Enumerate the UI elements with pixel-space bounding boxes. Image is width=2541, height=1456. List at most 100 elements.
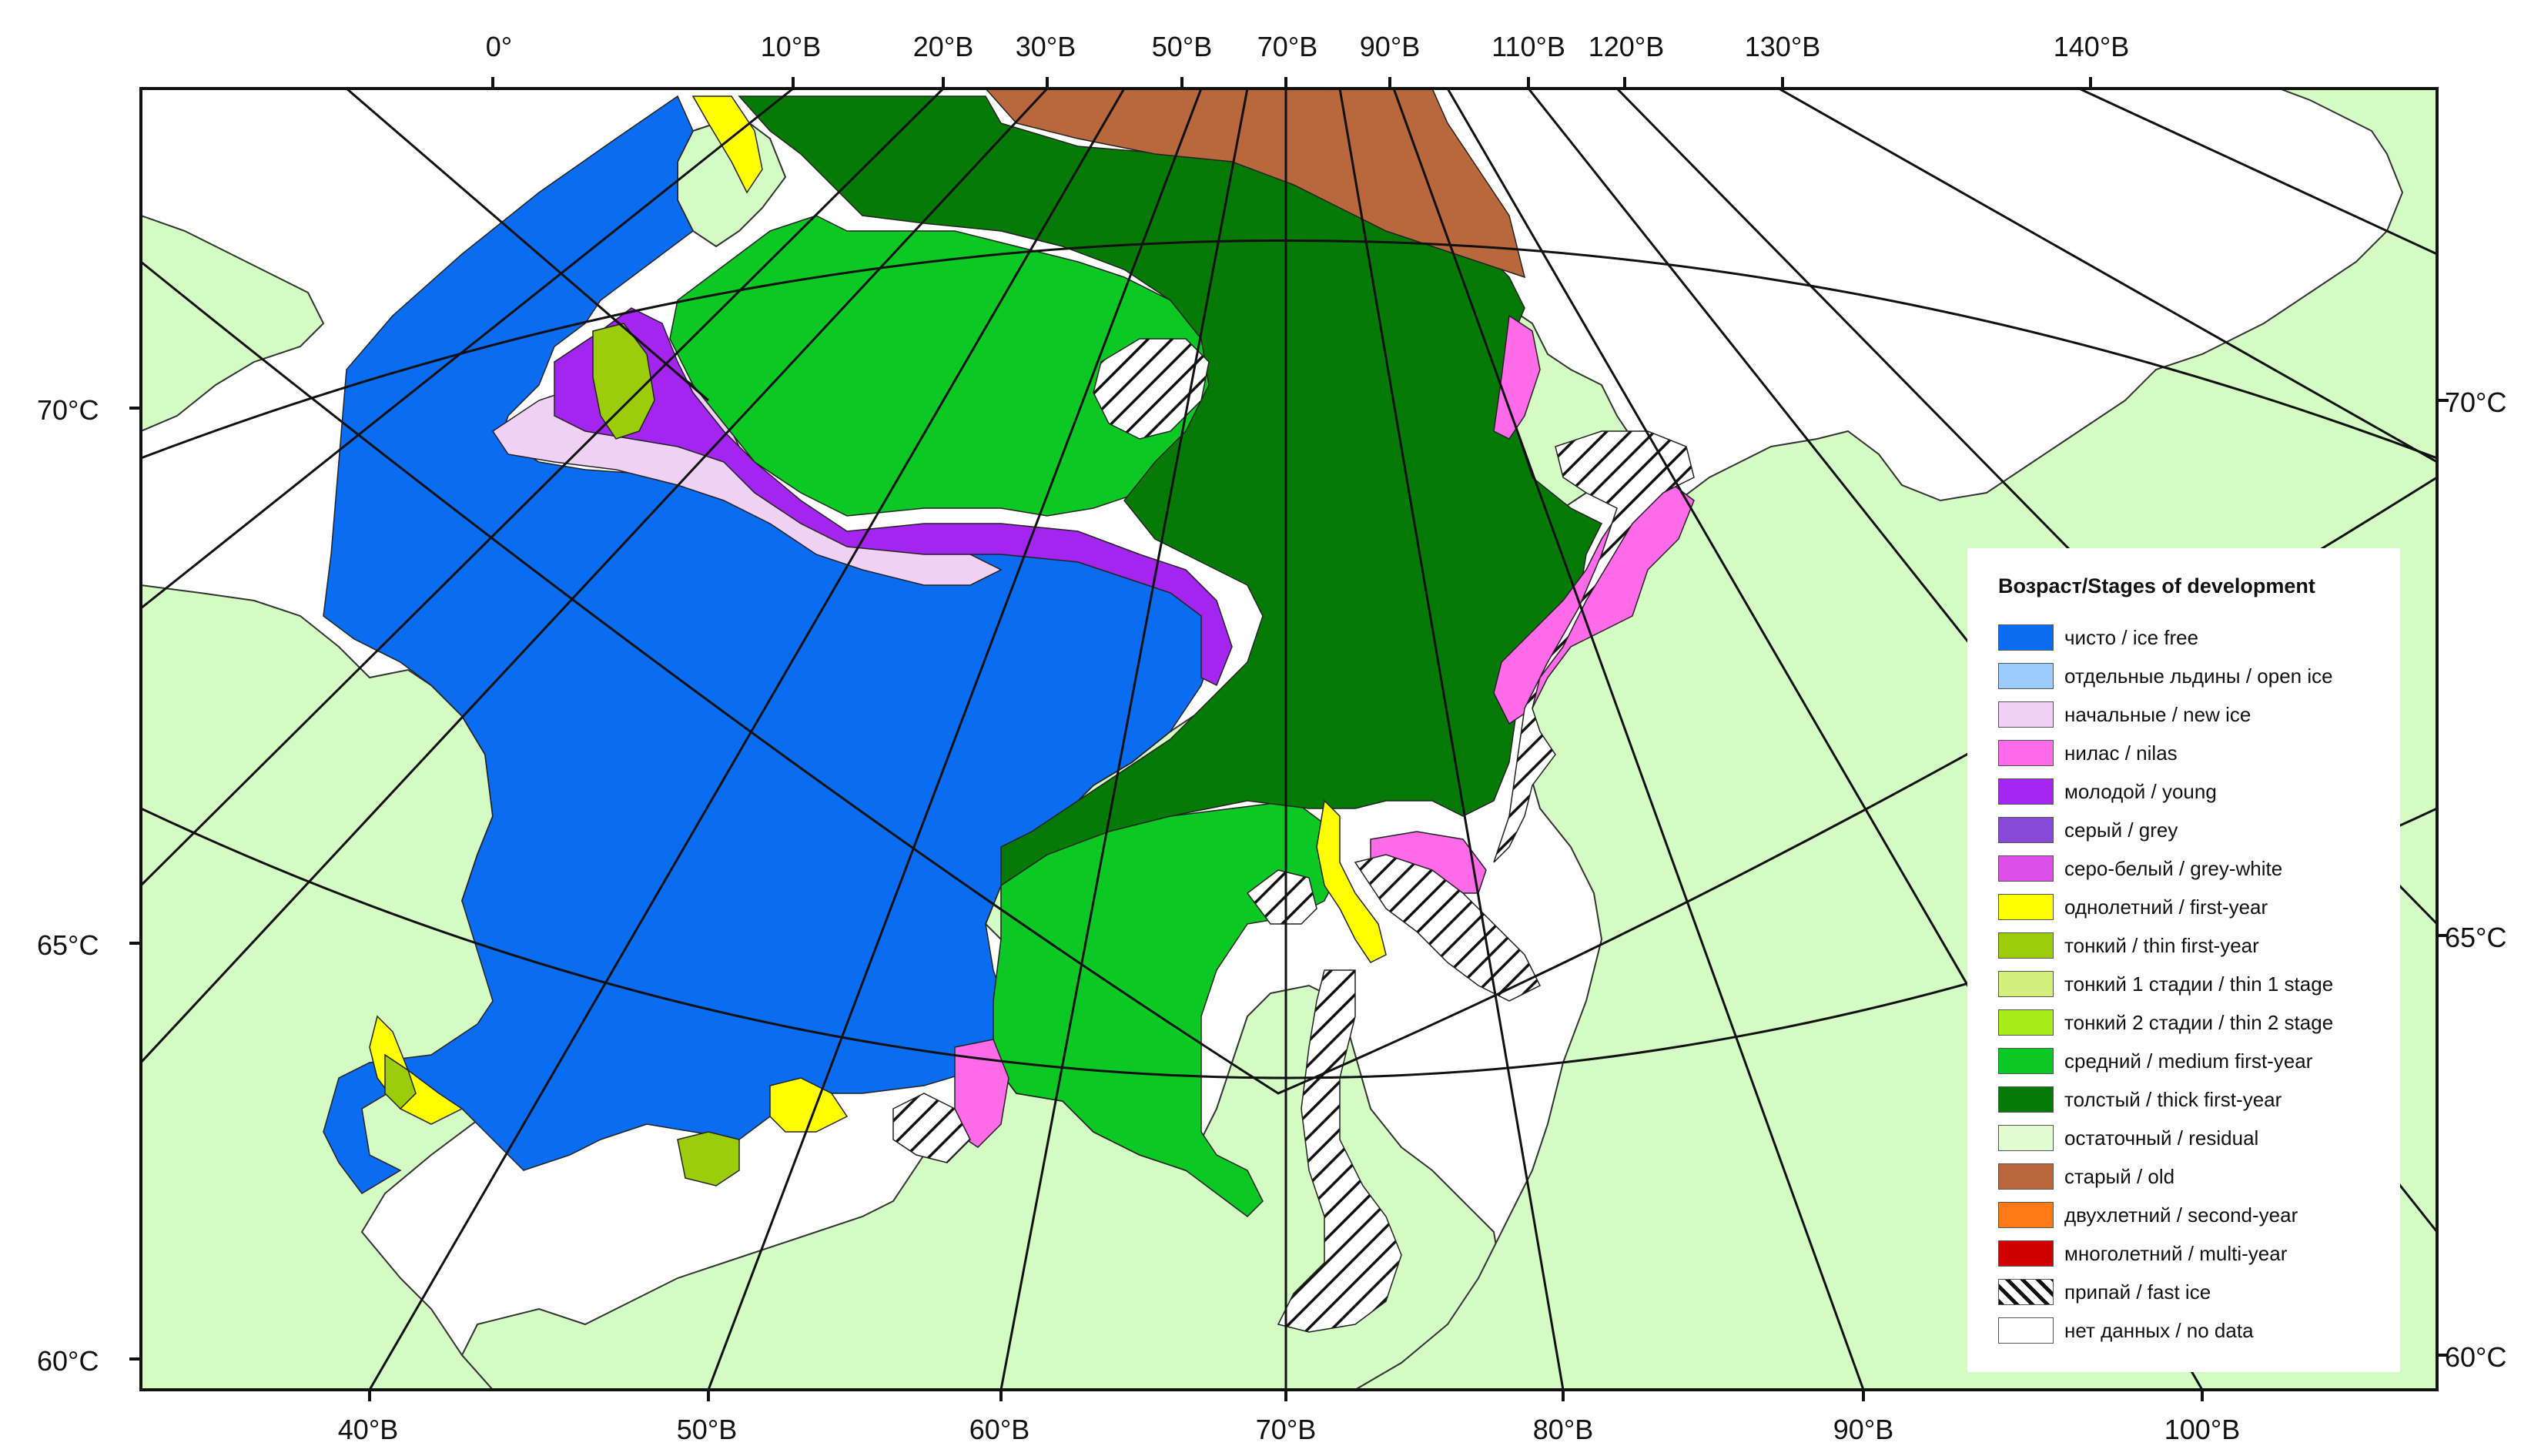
legend-label: остаточный / residual (2064, 1126, 2259, 1150)
legend-item: остаточный / residual (1998, 1119, 2382, 1157)
legend-swatch (1998, 663, 2054, 689)
medium-first-year-ice (669, 215, 1217, 517)
legend-label: серый / grey (2064, 818, 2178, 842)
legend-items: чисто / ice free отдельные льдины / open … (1998, 618, 2382, 1350)
legend-swatch (1998, 1279, 2054, 1305)
legend-item: многолетний / multi-year (1998, 1234, 2382, 1273)
legend-title: Возраст/Stages of development (1998, 574, 2315, 597)
lat-label-left: 65°С (37, 929, 99, 961)
lon-label-bottom: 80°В (1532, 1414, 1594, 1445)
legend-swatch (1998, 1125, 2054, 1151)
legend-item: отдельные льдины / open ice (1998, 657, 2382, 695)
legend-swatch (1998, 855, 2054, 882)
lon-label-top: 0° (485, 31, 513, 62)
ice-free-water (323, 95, 1217, 1194)
legend-item: тонкий 2 стадии / thin 2 stage (1998, 1003, 2382, 1042)
lon-label-bottom: 50°В (676, 1414, 738, 1445)
legend-item: тонкий / thin first-year (1998, 926, 2382, 965)
thin-first-year-ice-coast (677, 1131, 740, 1187)
lon-label-bottom: 100°В (2164, 1414, 2241, 1445)
lon-label-bottom: 60°В (969, 1414, 1030, 1445)
lon-label-bottom: 40°В (337, 1414, 399, 1445)
nilas-area-pechora (954, 1039, 1009, 1148)
legend-label: тонкий 1 стадии / thin 1 stage (2064, 972, 2334, 996)
legend-swatch (1998, 778, 2054, 805)
legend-swatch (1998, 1317, 2054, 1344)
lon-label-top: 30°В (1015, 31, 1076, 62)
legend-label: тонкий / thin first-year (2064, 933, 2259, 957)
legend-label: старый / old (2064, 1164, 2175, 1188)
legend-swatch (1998, 701, 2054, 728)
lon-label-top: 110°В (1491, 31, 1565, 62)
legend-label: толстый / thick first-year (2064, 1087, 2282, 1111)
legend-label: молодой / young (2064, 779, 2217, 803)
first-year-ice-north (691, 95, 763, 194)
legend-swatch (1998, 1009, 2054, 1036)
lon-label-top: 70°В (1257, 31, 1318, 62)
legend-swatch (1998, 1202, 2054, 1228)
legend-swatch (1998, 1086, 2054, 1113)
map-frame (139, 87, 2439, 1391)
legend-label: многолетний / multi-year (2064, 1241, 2288, 1265)
legend-item: серо-белый / grey-white (1998, 849, 2382, 888)
lat-label-right: 65°С (2445, 922, 2507, 953)
legend-item: припай / fast ice (1998, 1273, 2382, 1311)
legend-swatch (1998, 624, 2054, 651)
legend-swatch (1998, 1240, 2054, 1267)
frame-ticks (129, 77, 2449, 1401)
legend-item: молодой / young (1998, 772, 2382, 811)
parallel-70 (141, 239, 2437, 460)
legend-label: средний / medium first-year (2064, 1049, 2313, 1073)
fast-ice-kara-south (1354, 854, 1542, 1002)
lon-label-bottom: 90°В (1833, 1414, 1894, 1445)
legend-item: средний / medium first-year (1998, 1042, 2382, 1080)
lon-label-bottom: 70°В (1255, 1414, 1317, 1445)
fast-ice-ob-gulf (1277, 969, 1402, 1333)
legend-label: серо-белый / grey-white (2064, 856, 2283, 880)
land-scandinavia (141, 214, 325, 433)
fast-ice-pechora (892, 1093, 971, 1163)
fast-ice-yamal (1246, 869, 1317, 925)
legend-item: тонкий 1 стадии / thin 1 stage (1998, 965, 2382, 1003)
legend-swatch (1998, 971, 2054, 997)
legend-item: чисто / ice free (1998, 618, 2382, 657)
legend-item: начальные / new ice (1998, 695, 2382, 734)
lon-label-top: 90°В (1359, 31, 1421, 62)
legend-item: нет данных / no data (1998, 1311, 2382, 1350)
lon-label-top: 10°В (760, 31, 822, 62)
legend-label: однолетний / first-year (2064, 895, 2268, 919)
first-year-ice-yenisei (1316, 799, 1387, 963)
lat-label-left: 70°С (37, 394, 99, 426)
old-ice-area (984, 89, 1526, 279)
legend-item: старый / old (1998, 1157, 2382, 1196)
legend-item: толстый / thick first-year (1998, 1080, 2382, 1119)
legend-item: серый / grey (1998, 811, 2382, 849)
legend-swatch (1998, 740, 2054, 766)
lat-label-right: 60°С (2445, 1341, 2507, 1373)
legend-label: отдельные льдины / open ice (2064, 664, 2333, 688)
legend-swatch (1998, 1163, 2054, 1190)
legend: Возраст/Stages of development чисто / ic… (1967, 548, 2400, 1372)
legend-label: нет данных / no data (2064, 1318, 2254, 1342)
lon-label-top: 20°В (912, 31, 974, 62)
legend-item: нилас / nilas (1998, 734, 2382, 772)
legend-swatch (1998, 932, 2054, 959)
legend-swatch (1998, 1048, 2054, 1074)
legend-item: двухлетний / second-year (1998, 1196, 2382, 1234)
lon-label-top: 140°В (2053, 31, 2130, 62)
thin-first-year-ice-white-sea (384, 1053, 417, 1110)
legend-swatch (1998, 894, 2054, 920)
legend-label: тонкий 2 стадии / thin 2 stage (2064, 1010, 2334, 1034)
lat-label-left: 60°С (37, 1345, 99, 1377)
legend-label: припай / fast ice (2064, 1280, 2211, 1304)
lon-label-top: 130°В (1744, 31, 1821, 62)
first-year-ice-coast (769, 1077, 849, 1133)
legend-label: начальные / new ice (2064, 702, 2251, 726)
legend-label: чисто / ice free (2064, 625, 2199, 649)
legend-swatch (1998, 817, 2054, 843)
legend-label: двухлетний / second-year (2064, 1203, 2298, 1227)
lon-label-top: 120°В (1588, 31, 1665, 62)
legend-label: нилас / nilas (2064, 741, 2178, 765)
legend-item: однолетний / first-year (1998, 888, 2382, 926)
lat-label-right: 70°С (2445, 387, 2507, 418)
